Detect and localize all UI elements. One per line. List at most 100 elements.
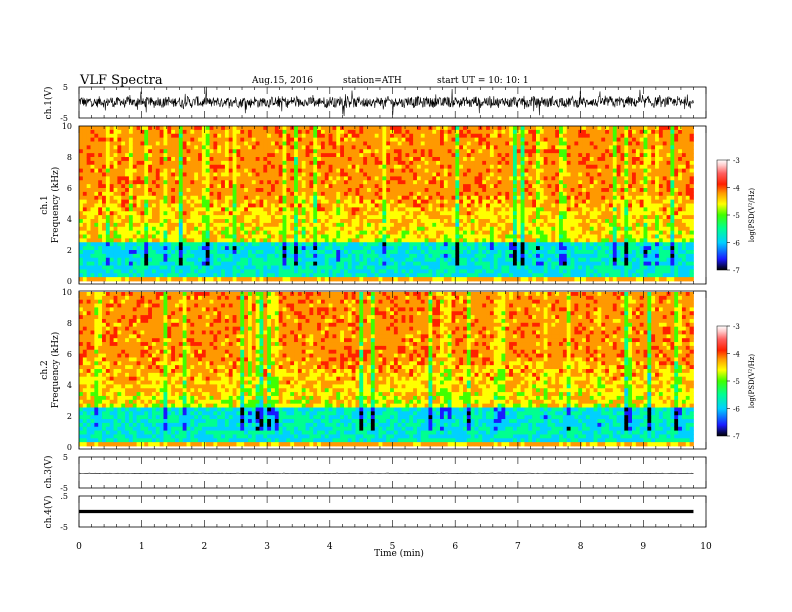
spectrogram-cell <box>466 149 472 154</box>
spectrogram-cell <box>455 222 460 228</box>
spectrogram-cell <box>324 153 330 158</box>
spectrogram-cell <box>409 238 414 243</box>
spectrogram-cell <box>409 191 414 197</box>
spectrogram-cell <box>351 234 356 239</box>
spectrogram-cell <box>424 180 429 185</box>
spectrogram-cell <box>489 238 495 243</box>
spectrogram-cell <box>82 195 88 201</box>
spectrogram-cell <box>290 265 295 270</box>
spectrogram-cell <box>128 184 134 189</box>
spectrogram-cell <box>493 242 498 247</box>
spectrogram-cell <box>343 226 349 232</box>
spectrogram-cell <box>198 172 203 177</box>
spectrogram-cell <box>512 129 518 135</box>
spectrogram-cell <box>98 246 103 251</box>
spectrogram-cell <box>94 149 99 154</box>
spectrogram-column <box>151 126 157 282</box>
spectrogram-cell <box>336 191 341 197</box>
spectrogram-cell <box>543 207 548 212</box>
spectrogram-cell <box>263 195 268 201</box>
spectrogram-cell <box>301 168 306 173</box>
spectrogram-cell <box>509 230 514 235</box>
spectrogram-cell <box>382 273 387 278</box>
spectrogram-cell <box>247 207 253 212</box>
spectrogram-cell <box>351 246 356 251</box>
spectrogram-cell <box>359 157 364 162</box>
spectrogram-cell <box>155 199 161 204</box>
spectrogram-cell <box>209 188 214 193</box>
spectrogram-cell <box>528 164 533 170</box>
spectrogram-cell <box>301 246 306 251</box>
spectrogram-cell <box>505 172 510 177</box>
spectrogram-cell <box>125 195 130 201</box>
spectrogram-cell <box>432 145 437 150</box>
spectrogram-cell <box>79 222 84 228</box>
spectrogram-cell <box>482 164 487 170</box>
spectrogram-cell <box>259 157 264 162</box>
spectrogram-cell <box>113 261 118 266</box>
spectrogram-cell <box>236 219 241 224</box>
spectrogram-cell <box>205 195 210 201</box>
spectrogram-cell <box>109 164 114 170</box>
spectrogram-cell <box>505 219 510 224</box>
spectrogram-cell <box>182 195 187 201</box>
spectrogram-cell <box>320 238 326 243</box>
spectrogram-cell <box>336 253 341 259</box>
spectrogram-cell <box>209 199 214 204</box>
spectrogram-cell <box>367 250 372 255</box>
spectrogram-cell <box>286 250 291 255</box>
spectrogram-cell <box>190 160 195 166</box>
spectrogram-cell <box>347 164 353 170</box>
spectrogram-cell <box>186 257 191 263</box>
spectrogram-cell <box>401 242 406 247</box>
spectrogram-cell <box>148 273 153 278</box>
spectrogram-cell <box>240 273 245 278</box>
spectrogram-cell <box>155 191 161 197</box>
spectrogram-cell <box>267 133 272 139</box>
spectrogram-cell <box>79 126 84 131</box>
spectrogram-cell <box>182 242 187 247</box>
spectrogram-cell <box>397 176 402 181</box>
spectrogram-cell <box>359 199 364 204</box>
spectrogram-cell <box>497 277 502 282</box>
spectrogram-cell <box>148 168 153 173</box>
spectrogram-cell <box>317 133 322 139</box>
spectrogram-cell <box>532 149 537 154</box>
spectrogram-cell <box>470 180 475 185</box>
spectrogram-cell <box>443 145 449 150</box>
spectrogram-cell <box>440 207 445 212</box>
spectrogram-cell <box>113 234 118 239</box>
spectrogram-cell <box>363 157 368 162</box>
spectrogram-cell <box>301 149 306 154</box>
spectrogram-cell <box>505 269 510 274</box>
spectrogram-cell <box>528 238 533 243</box>
spectrogram-cell <box>209 273 214 278</box>
spectrogram-cell <box>501 157 506 162</box>
spectrogram-cell <box>82 157 88 162</box>
spectrogram-cell <box>512 160 518 166</box>
spectrogram-cell <box>501 195 506 201</box>
spectrogram-cell <box>186 226 191 232</box>
spectrogram-cell <box>382 188 387 193</box>
spectrogram-cell <box>424 184 429 189</box>
spectrogram-cell <box>486 277 491 282</box>
spectrogram-cell <box>278 141 283 146</box>
spectrogram-cell <box>416 180 422 185</box>
spectrogram-cell <box>232 242 237 247</box>
spectrogram-cell <box>263 184 268 189</box>
spectrogram-cell <box>240 230 245 235</box>
spectrogram-cell <box>512 176 518 181</box>
spectrogram-cell <box>109 199 114 204</box>
spectrogram-cell <box>186 261 191 266</box>
spectrogram-cell <box>255 164 260 170</box>
spectrogram-cell <box>405 145 410 150</box>
spectrogram-cell <box>271 242 276 247</box>
spectrogram-cell <box>232 261 237 266</box>
spectrogram-cell <box>328 257 333 263</box>
spectrogram-cell <box>313 160 318 166</box>
spectrogram-cell <box>297 126 303 131</box>
spectrogram-cell <box>443 195 449 201</box>
spectrogram-cell <box>190 188 195 193</box>
spectrogram-cell <box>405 211 410 216</box>
spectrogram-cell <box>217 211 222 216</box>
